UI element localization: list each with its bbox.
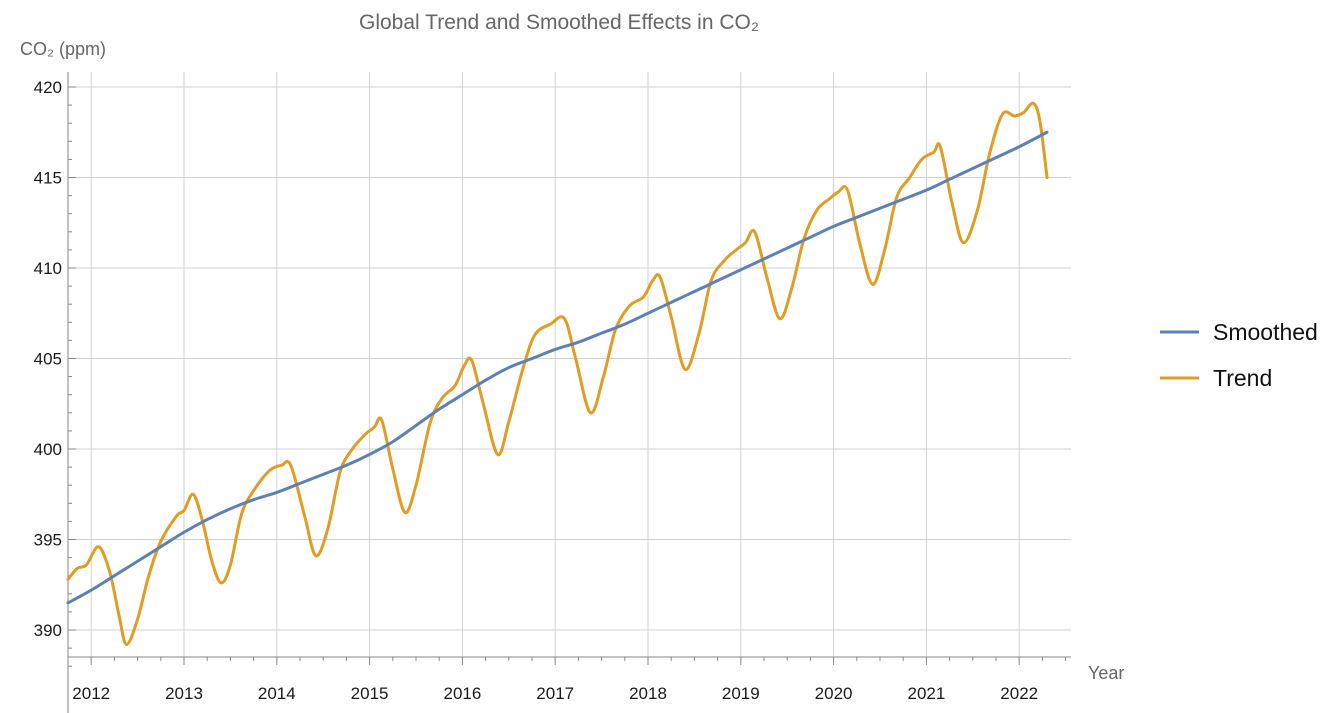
y-tick-label-420: 420 — [34, 78, 62, 97]
y-tick-label-410: 410 — [34, 259, 62, 278]
x-tick-label-2022: 2022 — [1000, 684, 1038, 703]
y-tick-label-400: 400 — [34, 440, 62, 459]
y-axis-label: CO₂ (ppm) — [20, 39, 106, 59]
series-line-smoothed — [66, 130, 1049, 605]
legend-label-smoothed: Smoothed — [1213, 319, 1318, 345]
grid — [68, 72, 1071, 657]
series-line-trend — [66, 101, 1049, 646]
x-tick-label-2016: 2016 — [443, 684, 481, 703]
x-tick-label-2020: 2020 — [815, 684, 853, 703]
x-tick-label-2013: 2013 — [165, 684, 203, 703]
axis-ticks: 390 395 400 405 410 415 420 2012 2013 2014 2015 201… — [34, 78, 1067, 703]
chart-title: Global Trend and Smoothed Effects in CO₂ — [359, 11, 759, 34]
x-tick-label-2017: 2017 — [536, 684, 574, 703]
plot-frame — [67, 72, 1071, 713]
x-tick-label-2019: 2019 — [722, 684, 760, 703]
y-tick-label-405: 405 — [34, 350, 62, 369]
x-tick-label-2018: 2018 — [629, 684, 667, 703]
x-tick-label-2014: 2014 — [258, 684, 296, 703]
x-tick-label-2021: 2021 — [907, 684, 945, 703]
x-axis-label: Year — [1088, 663, 1124, 683]
legend-label-trend: Trend — [1213, 365, 1272, 391]
y-tick-label-390: 390 — [34, 621, 62, 640]
y-tick-label-395: 395 — [34, 531, 62, 550]
series-lines — [66, 101, 1049, 646]
legend: Smoothed Trend — [1160, 319, 1318, 391]
y-tick-label-415: 415 — [34, 169, 62, 188]
x-tick-label-2012: 2012 — [72, 684, 110, 703]
x-tick-label-2015: 2015 — [351, 684, 389, 703]
